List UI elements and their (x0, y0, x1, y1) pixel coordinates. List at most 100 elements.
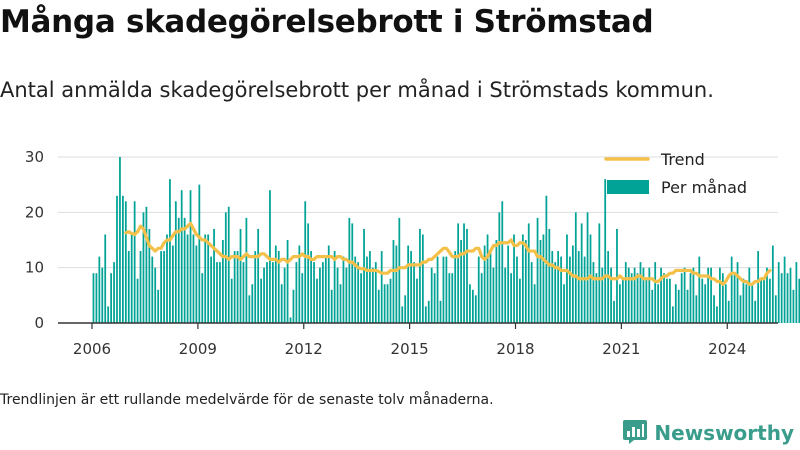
bar (295, 262, 298, 323)
bar (277, 251, 280, 323)
bar (386, 284, 389, 323)
bar (716, 306, 718, 323)
bar (304, 201, 307, 323)
bar (636, 273, 639, 323)
bar (327, 245, 330, 323)
bar (92, 273, 95, 323)
bar (777, 262, 780, 323)
bar (224, 212, 227, 323)
bar (174, 201, 177, 323)
bar (119, 157, 121, 323)
bar (233, 251, 236, 323)
bar (780, 273, 783, 323)
bar (745, 284, 748, 323)
y-tick-label: 0 (34, 314, 44, 332)
bar (524, 240, 527, 323)
bar (371, 267, 374, 323)
bar (366, 256, 368, 323)
bar (501, 201, 504, 323)
bar (533, 284, 536, 323)
bar (383, 284, 386, 323)
bar (419, 228, 421, 323)
bar (148, 228, 151, 323)
bar (98, 256, 101, 323)
bar (192, 234, 195, 323)
bar (771, 245, 774, 323)
bar (257, 228, 260, 323)
bar (369, 251, 371, 323)
bar (145, 206, 148, 323)
bar (210, 256, 212, 323)
bar (377, 289, 380, 323)
bar (342, 256, 345, 323)
bar (133, 201, 136, 323)
bar (727, 300, 730, 323)
bar (551, 251, 554, 323)
bar (630, 273, 633, 323)
bar (698, 256, 701, 323)
bar (527, 223, 530, 323)
bar (416, 278, 418, 323)
bar (354, 256, 357, 323)
bar (651, 289, 654, 323)
bar (483, 245, 486, 323)
bar (442, 256, 445, 323)
bar (751, 284, 754, 323)
bar (239, 228, 242, 323)
bar (671, 306, 674, 323)
bar (124, 201, 127, 323)
bar (492, 267, 495, 323)
bar (310, 251, 312, 323)
bar (469, 284, 471, 323)
bar (792, 289, 795, 323)
bar (545, 195, 548, 323)
bar (536, 217, 539, 323)
bar (457, 223, 460, 323)
bar (460, 240, 462, 323)
bar (754, 300, 757, 323)
bar (213, 228, 215, 323)
bar (104, 234, 107, 323)
bar (180, 190, 183, 323)
bar (301, 273, 304, 323)
y-tick-label: 10 (25, 259, 44, 277)
bar (227, 206, 230, 323)
x-tick-label: 2012 (285, 340, 323, 358)
legend: Trend Per månad (604, 150, 747, 197)
x-tick-label: 2024 (708, 340, 746, 358)
bar (598, 223, 601, 323)
bar (571, 245, 574, 323)
bar (307, 223, 310, 323)
bar (548, 228, 551, 323)
bar (101, 267, 104, 323)
bar (769, 278, 771, 323)
y-tick-label: 20 (25, 203, 44, 221)
bar (486, 234, 489, 323)
bar (692, 267, 695, 323)
bar (274, 245, 277, 323)
bar (766, 267, 768, 323)
bar (289, 317, 292, 323)
bar (680, 273, 683, 323)
bar (330, 289, 333, 323)
footnote: Trendlinjen är ett rullande medelvärde f… (0, 392, 494, 408)
bar (436, 256, 439, 323)
bar (760, 278, 762, 323)
bar (172, 245, 174, 323)
bar (724, 284, 727, 323)
bar (260, 278, 262, 323)
chart-title: Många skadegörelsebrott i Strömstad (0, 4, 654, 40)
bar (404, 295, 407, 323)
bar (498, 212, 501, 323)
bar (333, 251, 336, 323)
bar (95, 273, 98, 323)
bar (245, 217, 248, 323)
bar (489, 251, 492, 323)
bar (271, 262, 274, 323)
bar (748, 267, 751, 323)
legend-bars-swatch (607, 180, 649, 194)
bar (407, 245, 410, 323)
x-tick-label: 2018 (496, 340, 534, 358)
bar (110, 273, 112, 323)
bar (563, 284, 565, 323)
